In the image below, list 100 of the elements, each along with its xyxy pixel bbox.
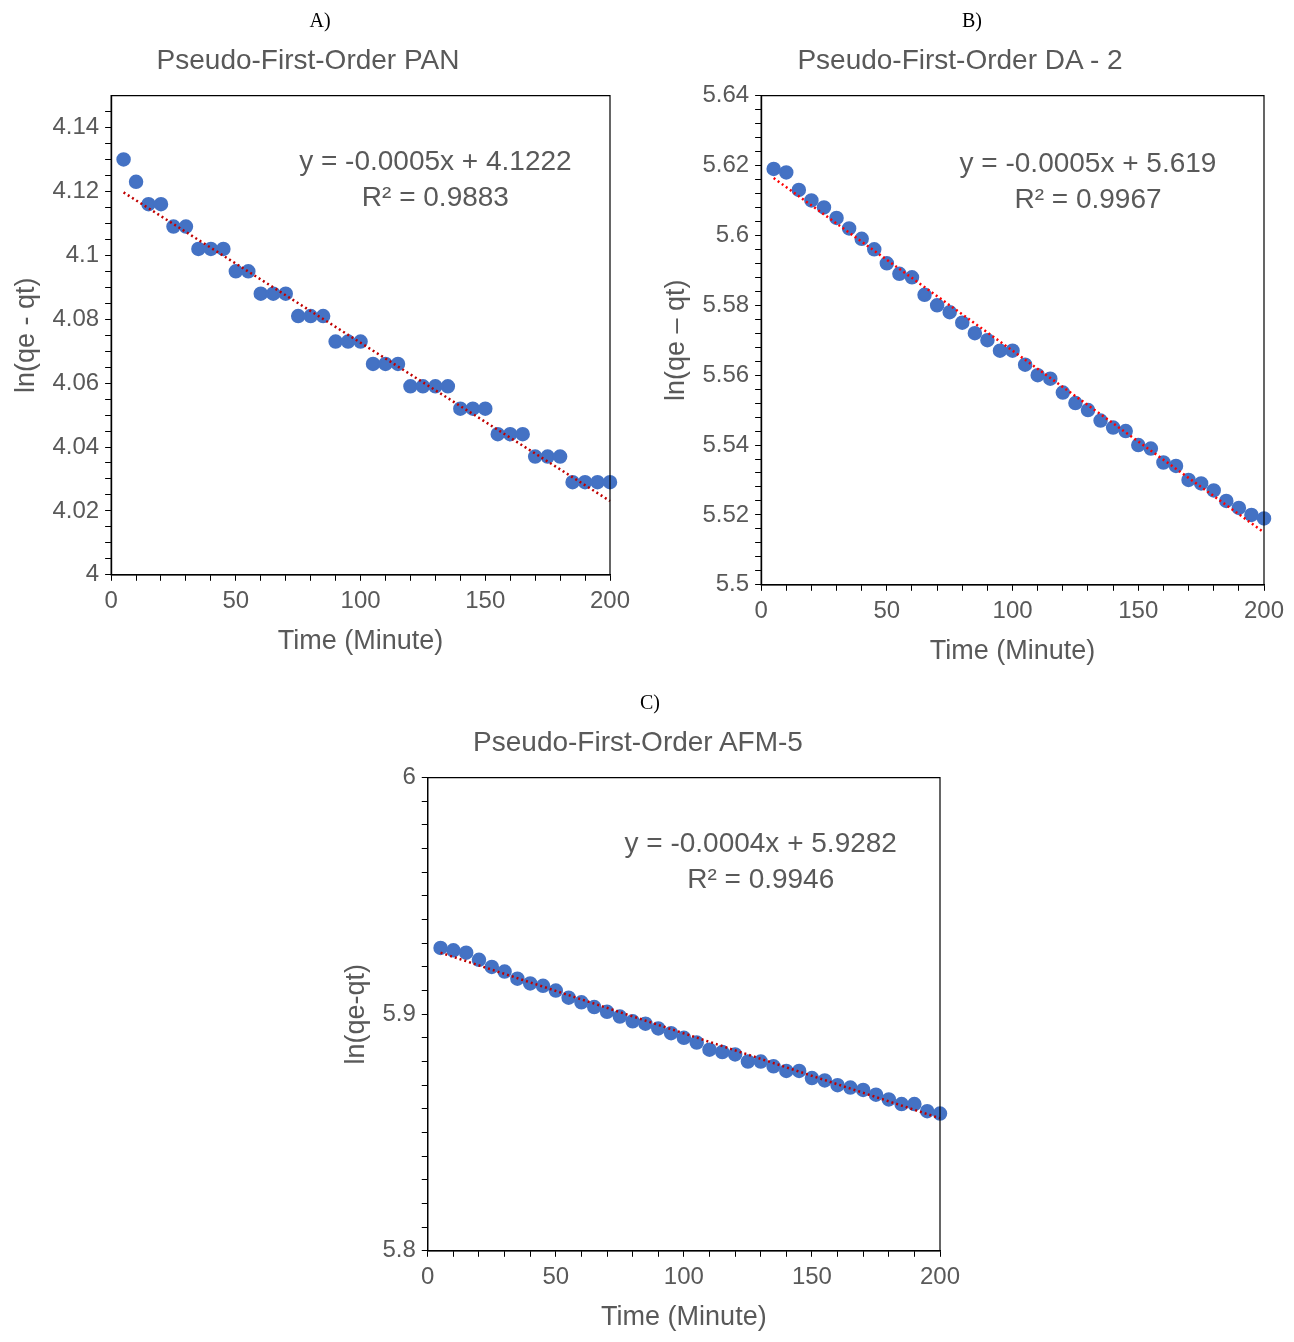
point xyxy=(867,242,882,257)
point xyxy=(955,315,970,330)
point xyxy=(868,1087,884,1102)
point xyxy=(153,196,169,212)
point xyxy=(390,356,406,372)
point xyxy=(942,305,957,320)
point xyxy=(574,995,589,1010)
y-tick-label: 5.6 xyxy=(715,220,750,247)
point xyxy=(855,1082,871,1098)
point xyxy=(228,264,244,279)
y-tick-label: 5.62 xyxy=(702,150,750,178)
y-axis-title: ln(qe – qt) xyxy=(659,279,690,401)
point xyxy=(527,449,543,464)
x-tick-label: 150 xyxy=(465,585,506,613)
chart-title: Pseudo-First-Order PAN xyxy=(156,43,460,75)
text: B) xyxy=(961,8,983,34)
chart-title: Pseudo-First-Order AFM-5 xyxy=(473,725,803,757)
point xyxy=(1181,472,1196,488)
x-axis-title: Time (Minute) xyxy=(277,625,444,656)
point xyxy=(829,210,844,226)
point xyxy=(328,334,343,349)
point xyxy=(816,200,832,215)
annotation: R² = 0.9946 xyxy=(687,862,835,894)
y-axis-title: ln(qe-qt) xyxy=(339,963,370,1065)
x-axis-title: Time (Minute) xyxy=(929,635,1096,666)
point xyxy=(266,286,281,301)
y-tick-label: 4 xyxy=(85,559,100,587)
y-tick-label: 4.1 xyxy=(65,239,100,267)
point xyxy=(929,298,945,313)
point xyxy=(625,1014,640,1029)
point xyxy=(1193,476,1209,491)
point xyxy=(1080,402,1096,418)
y-tick-label: 5.56 xyxy=(702,359,750,387)
point xyxy=(727,1047,743,1062)
point xyxy=(522,976,538,991)
point xyxy=(980,332,995,348)
point xyxy=(191,241,206,257)
point xyxy=(1017,357,1033,372)
y-tick-label: 6 xyxy=(402,762,416,790)
point xyxy=(663,1025,679,1041)
point xyxy=(967,325,983,341)
x-tick-label: 0 xyxy=(104,585,118,613)
annotation: R² = 0.9967 xyxy=(1014,182,1162,214)
point xyxy=(1030,367,1045,383)
y-tick-label: 5.64 xyxy=(702,80,750,108)
point xyxy=(753,1054,768,1069)
point xyxy=(590,474,605,490)
y-tick-label: 5.5 xyxy=(715,569,750,597)
text: C) xyxy=(639,690,661,716)
point xyxy=(689,1035,704,1050)
point xyxy=(907,1096,922,1112)
point xyxy=(917,287,932,303)
y-tick-label: 4.14 xyxy=(52,112,100,140)
x-tick-label: 50 xyxy=(542,1261,570,1289)
point xyxy=(791,182,807,198)
point xyxy=(841,221,857,236)
x-tick-label: 150 xyxy=(791,1261,832,1289)
x-tick-label: 50 xyxy=(873,595,901,623)
point xyxy=(484,959,500,975)
point xyxy=(779,165,794,180)
point xyxy=(446,943,461,958)
point xyxy=(702,1042,717,1057)
point xyxy=(791,1063,807,1079)
point xyxy=(766,161,781,177)
annotation: y = -0.0004x + 5.9282 xyxy=(624,826,897,858)
point xyxy=(586,999,602,1015)
point xyxy=(1231,500,1247,516)
point xyxy=(340,334,356,349)
point xyxy=(1055,385,1071,400)
point xyxy=(740,1054,756,1069)
point xyxy=(241,264,256,279)
point xyxy=(365,356,381,372)
point xyxy=(804,193,819,208)
point xyxy=(992,343,1008,358)
y-tick-label: 5.8 xyxy=(382,1235,416,1263)
x-tick-label: 200 xyxy=(919,1261,961,1289)
point xyxy=(552,449,568,464)
text: A) xyxy=(308,8,332,33)
point xyxy=(1244,507,1259,523)
x-tick-label: 0 xyxy=(754,595,768,623)
x-tick-label: 200 xyxy=(589,585,631,613)
point xyxy=(515,426,530,442)
point xyxy=(676,1030,692,1046)
annotation: y = -0.0005x + 4.1222 xyxy=(299,145,572,177)
y-tick-label: 5.54 xyxy=(702,429,750,457)
y-tick-label: 4.12 xyxy=(52,176,100,204)
point xyxy=(128,174,144,190)
point xyxy=(651,1021,666,1036)
x-axis-title: Time (Minute) xyxy=(601,1301,767,1332)
y-tick-label: 5.9 xyxy=(382,998,416,1026)
point xyxy=(433,940,448,956)
x-tick-label: 100 xyxy=(992,595,1033,623)
point xyxy=(315,308,331,324)
y-tick-label: 4.08 xyxy=(52,303,100,331)
point xyxy=(471,952,487,968)
point xyxy=(458,945,474,960)
x-tick-label: 200 xyxy=(1243,595,1285,623)
x-tick-label: 0 xyxy=(421,1261,435,1289)
x-tick-label: 100 xyxy=(340,585,381,613)
y-tick-label: 4.04 xyxy=(52,431,100,459)
